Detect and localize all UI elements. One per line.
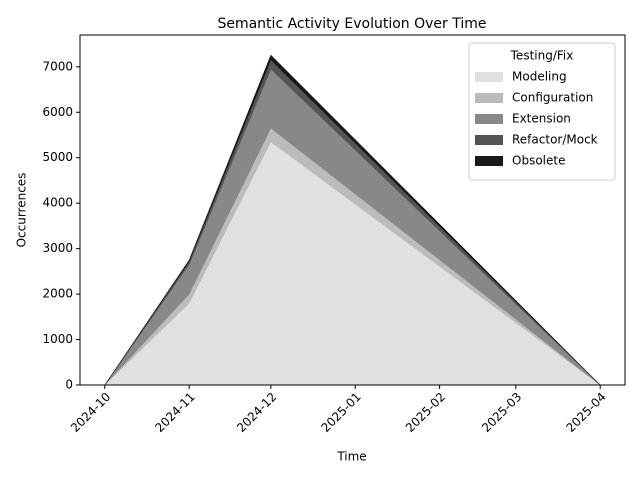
y-tick-label: 6000: [42, 105, 73, 119]
legend-label: Extension: [512, 112, 571, 126]
legend-label: Modeling: [512, 70, 567, 84]
y-tick-label: 4000: [42, 196, 73, 210]
x-axis-label: Time: [336, 450, 366, 464]
axes-frame: [79, 34, 626, 386]
legend: Testing/Fix Modeling Configuration Extensio…: [468, 42, 616, 181]
y-tick-label: 1000: [42, 332, 73, 346]
legend-title: Testing/Fix: [510, 49, 574, 63]
y-axis-label: Occurrences: [15, 173, 29, 248]
x-tick-label: 2025-01: [318, 390, 363, 435]
y-tick-label: 2000: [42, 287, 73, 301]
y-tick-label: 0: [65, 378, 73, 392]
chart-title: Semantic Activity Evolution Over Time: [217, 16, 486, 32]
legend-label: Refactor/Mock: [512, 133, 598, 147]
x-tick-label: 2024-11: [152, 390, 197, 435]
x-tick-label: 2025-04: [563, 390, 608, 435]
legend-swatch: [475, 93, 503, 103]
legend-box: [468, 42, 616, 181]
y-tick-label: 3000: [42, 241, 73, 255]
legend-swatch: [475, 114, 503, 124]
legend-label: Obsolete: [512, 154, 565, 168]
legend-swatch: [475, 135, 503, 145]
x-tick-label: 2024-10: [68, 390, 113, 435]
x-tick-label: 2025-03: [479, 390, 524, 435]
x-tick-label: 2025-02: [403, 390, 448, 435]
legend-label: Configuration: [512, 91, 593, 105]
y-tick-label: 5000: [42, 150, 73, 164]
legend-swatch: [475, 156, 503, 166]
legend-swatch: [475, 72, 503, 82]
y-tick-label: 7000: [42, 59, 73, 73]
x-tick-label: 2024-12: [234, 390, 279, 435]
